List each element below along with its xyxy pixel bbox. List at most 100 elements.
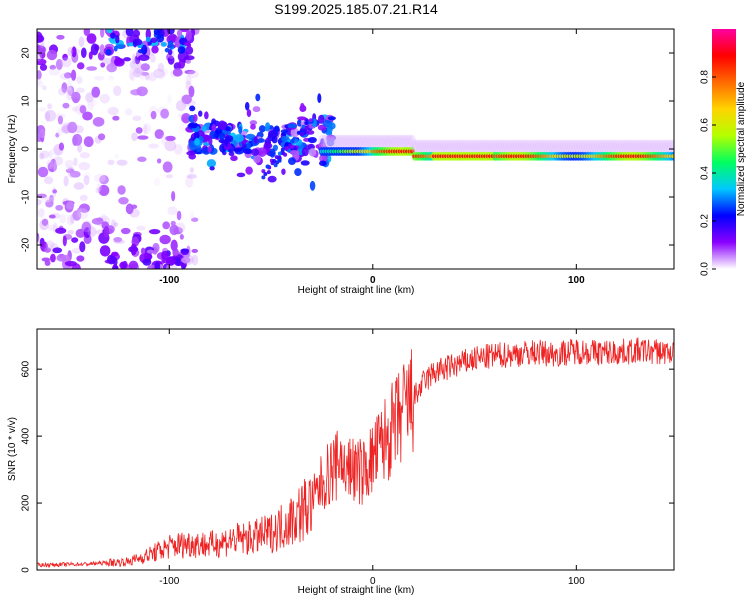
x-tick-label: -100 (159, 576, 179, 587)
spectrogram-cell (132, 38, 138, 48)
spectrogram-cell (650, 139, 659, 154)
spectrogram-cell (557, 139, 566, 154)
spectrogram-cell (92, 116, 105, 127)
spectrogram-cell (39, 150, 50, 159)
spectrogram-cell (134, 68, 142, 78)
spectrogram-cell (100, 62, 106, 68)
spectrogram-cell (277, 151, 282, 156)
spectrogram-cell (90, 43, 99, 56)
spectrogram-cell (330, 134, 339, 149)
spectrogram-cell (225, 126, 231, 132)
spectrogram-cell (55, 132, 60, 138)
spectrogram-cell (618, 139, 627, 154)
spectrogram-cell (57, 87, 67, 96)
spectrogram-cell (66, 86, 73, 96)
spectrogram-cell (306, 130, 315, 135)
spectrogram-cell (44, 109, 57, 122)
spectrogram-cell (77, 208, 89, 220)
spectrogram-cell (335, 134, 344, 149)
spectrogram-cell (66, 79, 72, 91)
spectrogram-cell (173, 144, 183, 155)
spectrogram-cell (181, 113, 191, 124)
spectrogram-cell (290, 139, 295, 144)
spectrogram-cell (596, 139, 605, 154)
spectrogram-cell (73, 182, 85, 190)
spectrogram-cell (41, 218, 49, 226)
spectrogram-cell (105, 48, 112, 56)
spectrogram-cell (317, 134, 326, 149)
spectrogram-cell (515, 139, 524, 154)
spectrogram-cell (103, 225, 110, 238)
spectrogram-cell (108, 75, 115, 81)
spectrogram-cell (85, 92, 94, 103)
spectrogram-cell (326, 138, 335, 147)
spectrogram-cell (266, 170, 271, 175)
spectrogram-cell (63, 72, 72, 79)
y-tick-label: -20 (21, 237, 32, 252)
spectrogram-cell (501, 139, 510, 154)
spectrogram-cell (408, 134, 417, 149)
spectrogram-cell (46, 49, 58, 61)
spectrogram-cell (153, 29, 160, 35)
spectrogram-cell (667, 139, 674, 154)
spectrogram-cell (94, 173, 106, 183)
spectrogram-cell (46, 159, 54, 170)
spectrogram-cell (91, 86, 101, 98)
spectrogram-cell (410, 139, 419, 154)
spectrogram-cell (67, 229, 74, 235)
spectrogram-cell (647, 139, 656, 154)
spectrogram-cell (420, 139, 429, 154)
spectrogram-cell (188, 122, 199, 129)
spectrogram-cell (347, 134, 356, 149)
spectrogram-cell (413, 139, 422, 154)
spectrogram-cell (388, 134, 397, 149)
spectrogram-cell (304, 126, 309, 131)
spectrogram-cell (86, 33, 97, 44)
spectrogram-cell (44, 176, 54, 185)
spectrogram-cell (190, 217, 199, 222)
spectrogram-y-ticks: -20 -10 0 10 20 (21, 47, 674, 252)
spectrogram-cell (125, 29, 134, 37)
spectrogram-cell (284, 146, 289, 151)
spectrogram-cell (156, 158, 162, 164)
spectrogram-cell (444, 139, 453, 154)
spectrogram-cell (179, 234, 184, 240)
spectrogram-cell (37, 235, 40, 244)
spectrogram-cell (589, 139, 598, 154)
spectrogram-cell (140, 71, 149, 76)
colorbar-tick-label: 0.4 (700, 166, 711, 180)
spectrogram-cell (156, 33, 165, 43)
spectrogram-cell (164, 47, 170, 53)
colorbar-tick-label: 0.6 (700, 118, 711, 132)
spectrogram-cell (154, 261, 161, 269)
spectrogram-cell (449, 139, 458, 154)
spectrogram-cell (72, 133, 83, 146)
spectrogram-cell (67, 85, 75, 96)
spectrogram-cell (98, 184, 110, 196)
spectrogram-cell (76, 255, 85, 262)
spectrogram-cell (118, 197, 129, 205)
x-tick-label: 0 (370, 576, 376, 587)
spectrogram-cell (175, 100, 187, 112)
spectrogram-cell (625, 139, 634, 154)
spectrogram-cell (136, 86, 148, 97)
spectrogram-cell (132, 70, 142, 78)
spectrogram-cell (251, 148, 260, 156)
spectrogram-cell (153, 68, 165, 79)
spectrogram-cell (435, 139, 444, 154)
spectrogram-cell (304, 121, 309, 126)
spectrogram-cell (83, 136, 94, 148)
spectrogram-cell (224, 137, 229, 147)
spectrogram-cell (50, 158, 57, 171)
spectrogram-cell (645, 139, 654, 154)
spectrogram-cell (44, 247, 51, 253)
spectrogram-cell (62, 102, 70, 109)
snr-x-ticks: -100 0 100 (159, 329, 585, 587)
spectrogram-cell (60, 57, 72, 68)
spectrogram-cell (99, 175, 109, 185)
spectrogram-cell (510, 139, 519, 154)
spectrogram-cell (162, 161, 173, 173)
snr-panel: -100 0 100 0 200 400 600 Height of straight l… (7, 328, 675, 596)
spectrogram-cell (107, 159, 115, 166)
spectrogram-cell (181, 94, 192, 105)
